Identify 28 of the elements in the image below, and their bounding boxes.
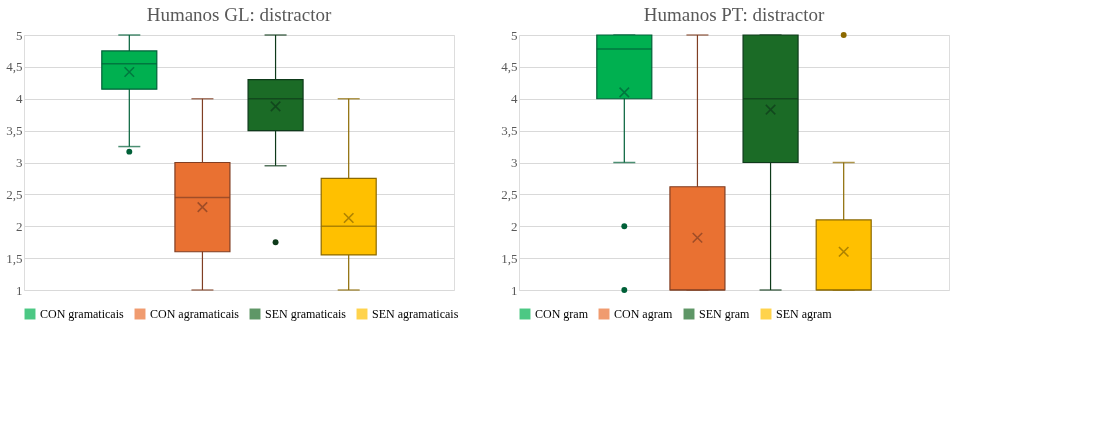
y-tick-label: 2,5 (501, 186, 518, 202)
legend-label: SEN gram (699, 307, 750, 321)
chart-title: Humanos PT: distractor (643, 4, 825, 25)
y-tick-label: 1,5 (6, 250, 23, 266)
y-tick-label: 2,5 (6, 186, 23, 202)
y-tick-label: 5 (511, 27, 518, 43)
legend-label: CON gramaticais (40, 307, 124, 321)
legend-label: CON gram (535, 307, 589, 321)
y-tick-label: 5 (16, 27, 23, 43)
y-tick-label: 4 (511, 91, 518, 107)
y-tick-label: 1 (511, 282, 518, 298)
y-tick-label: 3,5 (501, 123, 518, 139)
legend-label: SEN agram (776, 307, 833, 321)
legend-label: CON agramaticais (150, 307, 240, 321)
y-tick-label: 4 (16, 91, 23, 107)
y-tick-label: 3 (511, 155, 518, 170)
y-tick-label: 1 (16, 282, 23, 298)
y-tick-label: 3 (16, 155, 23, 170)
chart-title: Humanos GL: distractor (146, 4, 333, 25)
legend-label: CON agram (614, 307, 673, 321)
y-tick-label: 4,5 (501, 59, 518, 75)
y-tick-label: 2 (16, 218, 23, 234)
y-tick-label: 4,5 (6, 59, 23, 75)
legend-label: SEN gramaticais (265, 307, 347, 321)
y-tick-label: 1,5 (501, 250, 518, 266)
legend-label: SEN agramaticais (372, 307, 459, 321)
y-tick-label: 3,5 (6, 123, 23, 139)
y-tick-label: 2 (511, 218, 518, 234)
